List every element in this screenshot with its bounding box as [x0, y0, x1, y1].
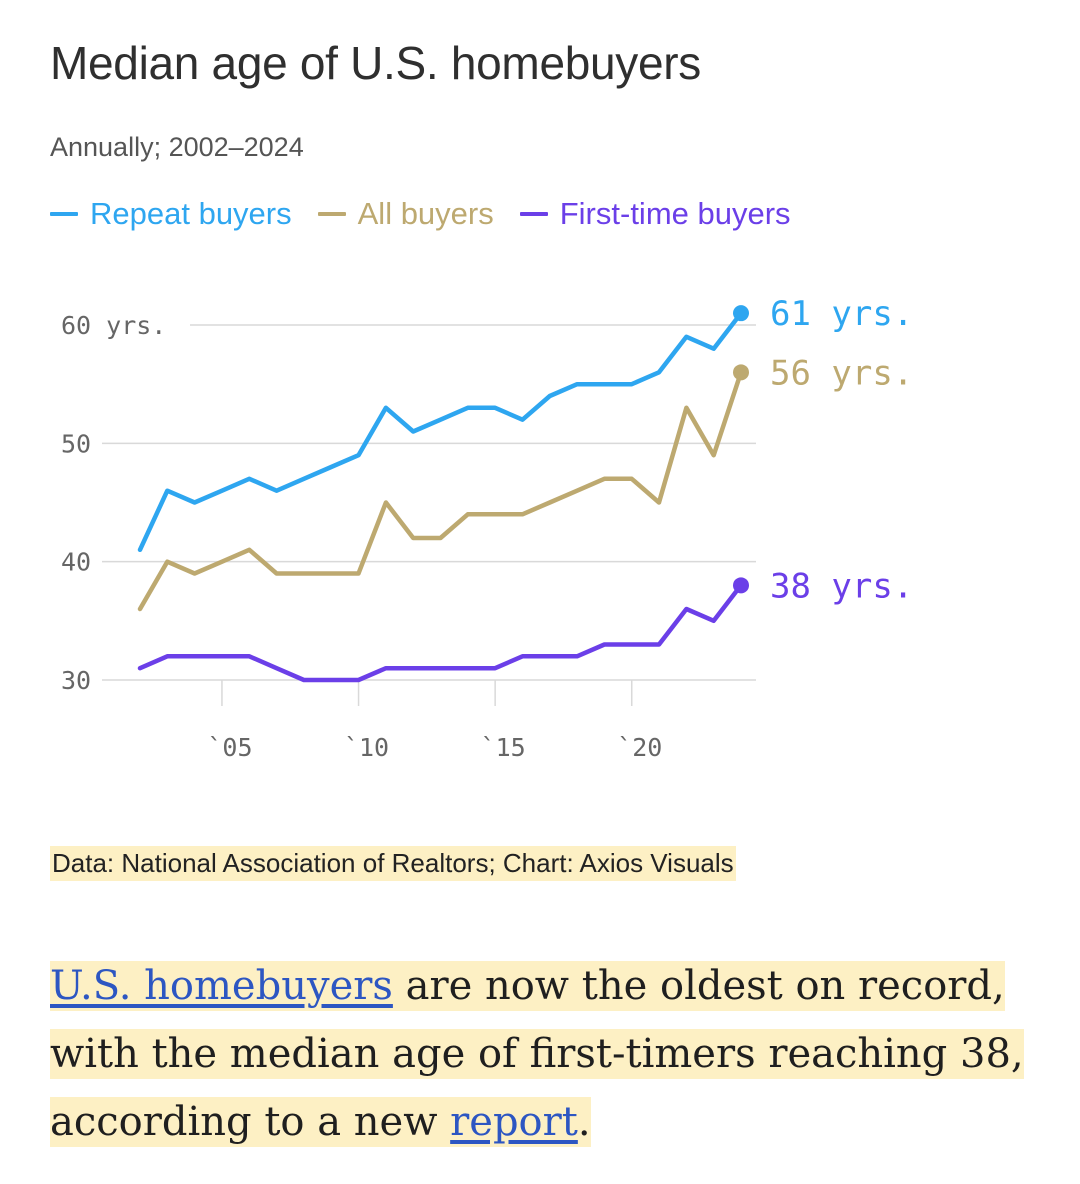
x-tick-label-2020: `20 [617, 733, 662, 762]
series-line-all [137, 370, 744, 612]
end-label-repeat: 61 yrs. [770, 294, 913, 334]
x-tick-label-2010: `10 [344, 733, 389, 762]
highlighted-text: U.S. homebuyers are now the oldest on re… [50, 961, 1024, 1147]
legend-label-all: All buyers [357, 196, 494, 231]
x-tick-label-2015: `15 [481, 733, 526, 762]
x-tick-label-2005: `05 [207, 733, 252, 762]
line-chart: 30 40 50 60 yrs. `05 `10 `15 `20 61 yrs. 56 yrs… [61, 294, 913, 762]
end-dot-repeat [733, 305, 749, 322]
y-axis-ticks: 30 40 50 60 yrs. [61, 311, 166, 695]
chart-source: Data: National Association of Realtors; … [50, 846, 736, 881]
end-labels: 61 yrs. 56 yrs. 38 yrs. [770, 294, 913, 606]
end-dot-all [733, 364, 749, 381]
end-dot-first [733, 577, 749, 594]
article-text-1: are now the oldest on record, with the m… [50, 963, 1024, 1145]
homebuyers-link[interactable]: U.S. homebuyers [50, 963, 393, 1009]
y-tick-label-50: 50 [61, 429, 91, 458]
legend-item-repeat-buyers: Repeat buyers [50, 196, 292, 232]
legend-swatch-first [519, 212, 548, 216]
legend-swatch-repeat [50, 212, 78, 216]
chart-legend: Repeat buyers All buyers First-time buye… [50, 196, 791, 232]
series-layer [137, 305, 749, 683]
series-line-first [137, 583, 744, 683]
legend-label-repeat: Repeat buyers [90, 196, 292, 231]
end-label-all: 56 yrs. [770, 353, 913, 393]
series-line-repeat [137, 310, 744, 553]
x-axis-ticks: `05 `10 `15 `20 [207, 733, 662, 762]
legend-item-first-time-buyers: First-time buyers [519, 196, 791, 232]
legend-swatch-all [317, 212, 346, 216]
legend-label-first: First-time buyers [559, 196, 791, 231]
article-text-2: . [577, 1099, 591, 1145]
y-tick-label-40: 40 [61, 548, 91, 577]
y-tick-label-30: 30 [61, 666, 91, 695]
grid-layer [102, 324, 756, 706]
chart-subtitle: Annually; 2002–2024 [50, 132, 304, 162]
legend-item-all-buyers: All buyers [317, 196, 494, 232]
chart-title: Median age of U.S. homebuyers [50, 37, 702, 89]
article-paragraph: U.S. homebuyers are now the oldest on re… [50, 952, 1040, 1156]
report-link[interactable]: report [450, 1099, 578, 1145]
y-tick-label-60: 60 yrs. [61, 311, 166, 340]
end-label-first: 38 yrs. [770, 566, 913, 606]
